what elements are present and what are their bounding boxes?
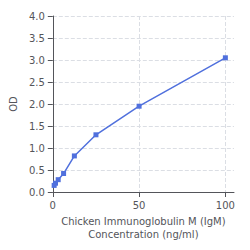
svg-text:50: 50 bbox=[133, 200, 146, 211]
svg-text:2.0: 2.0 bbox=[29, 99, 45, 110]
svg-text:4.0: 4.0 bbox=[29, 11, 45, 22]
svg-text:0.5: 0.5 bbox=[29, 165, 45, 176]
svg-text:Concentration (ng/ml): Concentration (ng/ml) bbox=[88, 229, 198, 240]
svg-text:3.0: 3.0 bbox=[29, 55, 45, 66]
svg-text:100: 100 bbox=[216, 200, 235, 211]
svg-text:2.5: 2.5 bbox=[29, 77, 45, 88]
svg-text:OD: OD bbox=[8, 96, 19, 112]
svg-text:Chicken Immunoglobulin M (IgM): Chicken Immunoglobulin M (IgM) bbox=[61, 216, 226, 227]
svg-text:1.0: 1.0 bbox=[29, 143, 45, 154]
svg-text:0.0: 0.0 bbox=[29, 187, 45, 198]
svg-text:1.5: 1.5 bbox=[29, 121, 45, 132]
svg-text:3.5: 3.5 bbox=[29, 33, 45, 44]
svg-text:0: 0 bbox=[50, 200, 56, 211]
